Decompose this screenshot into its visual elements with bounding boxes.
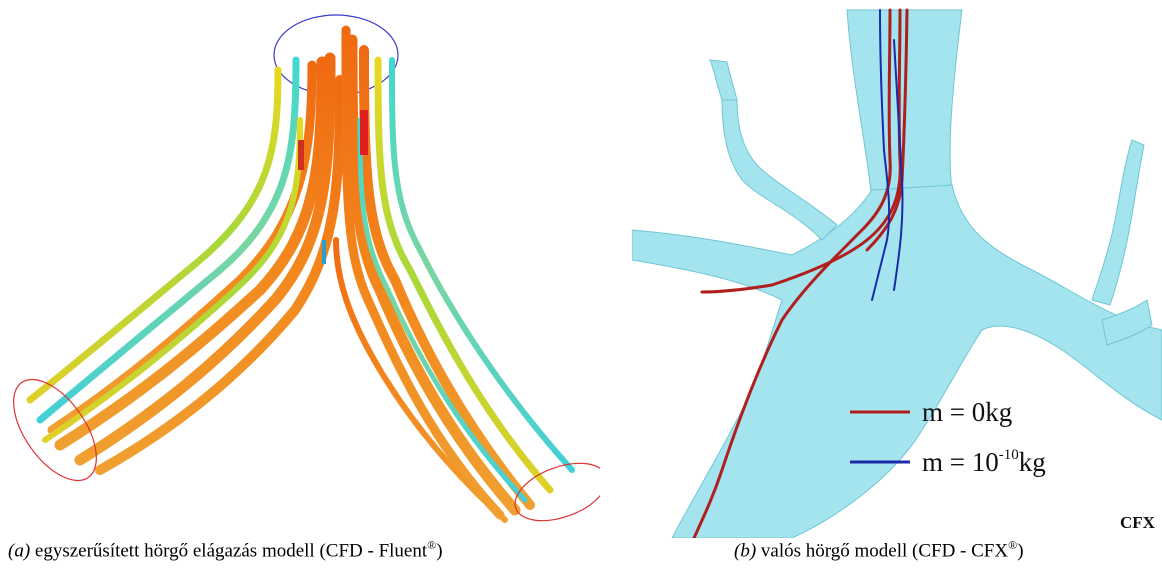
particle-legend: m = 0kg m = 10-10kg: [850, 397, 1046, 477]
legend-label-m0: m = 0kg: [922, 397, 1012, 427]
streamline-plot: [13, 14, 600, 523]
right-outlet-ellipse: [514, 462, 600, 522]
hot-spot: [360, 110, 368, 155]
airway-render: m = 0kg m = 10-10kg CFX: [632, 8, 1162, 538]
panel-a-bifurcation-model: [0, 0, 600, 530]
panel-b-real-model: m = 0kg m = 10-10kg CFX: [632, 0, 1162, 538]
caption-a: (a) egyszerűsített hörgő elágazás modell…: [8, 538, 443, 562]
cfx-watermark: CFX: [1120, 513, 1156, 532]
hot-spot: [298, 140, 304, 170]
blue-particle-tracks: [871, 9, 904, 301]
left-outlet-ellipse: [13, 378, 97, 482]
legend-label-m1e-10: m = 10-10kg: [922, 447, 1046, 477]
right-branch-streamlines: [333, 25, 575, 523]
center-marker: [322, 240, 326, 264]
caption-b: (b) valós hörgő modell (CFD - CFX®): [734, 538, 1024, 562]
airway-surface: [632, 9, 1162, 538]
left-branch-streamlines: [26, 52, 345, 475]
